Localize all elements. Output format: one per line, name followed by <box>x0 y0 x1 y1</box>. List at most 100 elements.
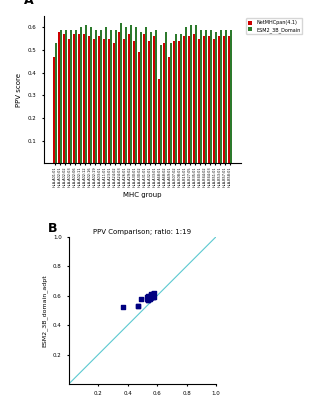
Bar <box>105 27 107 163</box>
Bar <box>93 39 95 163</box>
Bar <box>55 43 57 163</box>
Point <box>144 296 149 302</box>
Point <box>148 292 154 299</box>
Bar <box>98 36 100 163</box>
Bar <box>160 46 162 163</box>
Bar <box>138 52 140 163</box>
Point <box>147 294 152 300</box>
Bar <box>53 57 55 163</box>
Bar <box>180 34 182 163</box>
Bar <box>60 30 62 163</box>
Title: PPV Comparison; ratio: 1:19: PPV Comparison; ratio: 1:19 <box>93 229 191 235</box>
Bar <box>210 30 212 163</box>
Bar <box>188 36 190 163</box>
Bar <box>78 34 80 163</box>
Legend: NetMHCpan(4.1), ESM2_3B_Domain: NetMHCpan(4.1), ESM2_3B_Domain <box>246 18 303 34</box>
Bar <box>168 57 170 163</box>
Point <box>151 294 157 300</box>
Bar <box>190 25 192 163</box>
Bar <box>140 32 142 163</box>
Point <box>150 292 155 299</box>
Bar <box>120 23 122 163</box>
Bar <box>193 34 195 163</box>
Bar <box>148 41 150 163</box>
Point <box>135 303 141 309</box>
Point <box>150 291 155 298</box>
Point <box>147 294 152 300</box>
Bar <box>185 27 187 163</box>
Bar <box>183 36 185 163</box>
Point <box>151 290 157 296</box>
Text: B: B <box>48 222 58 235</box>
Bar <box>173 41 175 163</box>
Point <box>147 292 152 299</box>
Bar <box>143 34 145 163</box>
Point <box>148 294 154 300</box>
Point <box>146 292 151 299</box>
Point <box>148 294 154 300</box>
Bar <box>165 32 167 163</box>
Bar <box>113 43 115 163</box>
Y-axis label: ESM2_3B_domain_adpt: ESM2_3B_domain_adpt <box>42 274 48 347</box>
Bar <box>155 30 157 163</box>
Bar <box>108 39 110 163</box>
Bar <box>103 39 105 163</box>
Point <box>150 294 155 300</box>
Bar <box>230 30 232 163</box>
Bar <box>83 34 85 163</box>
Bar <box>135 27 137 163</box>
Bar <box>153 36 155 163</box>
Text: A: A <box>24 0 34 7</box>
Point <box>144 294 149 300</box>
Y-axis label: PPV score: PPV score <box>16 73 22 107</box>
Bar <box>145 27 147 163</box>
X-axis label: MHC group: MHC group <box>123 192 161 198</box>
Bar <box>170 43 172 163</box>
Point <box>148 294 154 300</box>
Bar <box>110 30 112 163</box>
Bar <box>88 36 90 163</box>
Bar <box>70 30 72 163</box>
Bar <box>128 34 130 163</box>
Bar <box>198 39 200 163</box>
Point <box>146 296 151 302</box>
Point <box>150 291 155 298</box>
Bar <box>163 43 165 163</box>
Point <box>147 294 152 300</box>
Point <box>150 294 155 300</box>
Bar <box>133 41 135 163</box>
Point <box>148 294 154 300</box>
Bar <box>205 30 207 163</box>
Bar <box>200 30 202 163</box>
Bar <box>178 41 180 163</box>
Bar <box>228 36 230 163</box>
Point <box>121 304 126 311</box>
Point <box>146 297 151 303</box>
Bar <box>80 27 82 163</box>
Bar <box>73 34 75 163</box>
Bar <box>218 36 220 163</box>
Point <box>148 294 154 300</box>
Bar <box>115 30 117 163</box>
Point <box>148 294 154 300</box>
Bar <box>158 80 160 163</box>
Bar <box>100 30 102 163</box>
Bar <box>195 25 197 163</box>
Point <box>148 291 154 298</box>
Bar <box>223 36 225 163</box>
Point <box>148 294 154 300</box>
Bar <box>208 36 210 163</box>
Point <box>146 297 151 303</box>
Bar <box>215 32 217 163</box>
Point <box>147 292 152 299</box>
Bar <box>125 27 127 163</box>
Bar <box>225 30 227 163</box>
Bar <box>130 25 132 163</box>
Bar <box>203 36 205 163</box>
Bar <box>63 34 65 163</box>
Point <box>138 296 144 302</box>
Bar <box>175 34 177 163</box>
Bar <box>123 39 125 163</box>
Bar <box>75 30 77 163</box>
Bar <box>150 32 152 163</box>
